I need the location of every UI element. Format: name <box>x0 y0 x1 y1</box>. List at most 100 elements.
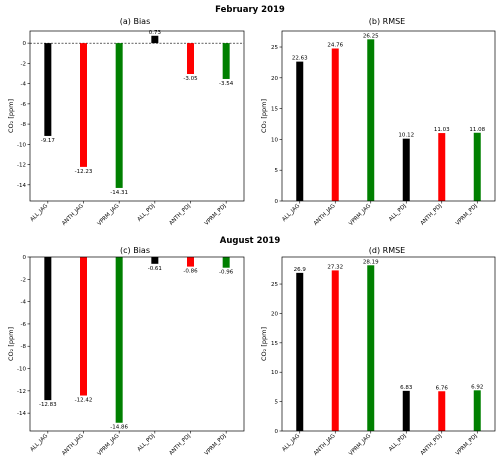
x-tick-label: ALL_PDJ <box>137 203 157 223</box>
bar-all-pdj <box>402 390 410 431</box>
y-tick-label: -6 <box>21 322 27 328</box>
x-tick-label: ALL_JAG <box>281 203 301 223</box>
bar-vprm-pdj <box>473 132 481 201</box>
bar-value-label: -14.31 <box>110 190 128 196</box>
bar-value-label: 0.73 <box>149 30 162 36</box>
x-tick-label: ANTH_PDJ <box>168 203 192 227</box>
x-tick-label: ALL_PDJ <box>137 433 157 453</box>
bar-value-label: 22.63 <box>292 56 308 62</box>
bar-value-label: -0.96 <box>219 270 234 276</box>
bar-anth-jag <box>331 270 339 431</box>
x-tick-label: VPRM_PDJ <box>204 433 228 457</box>
suptitle-august: August 2019 <box>220 236 281 246</box>
panel-a-bias: (a) Bias CO₂ [ppm] -9.17 ALL_JAG -12.23 ANT… <box>7 17 245 227</box>
bar-value-label: 24.76 <box>327 42 343 48</box>
y-tick-label: -8 <box>21 122 27 128</box>
y-tick-label: -4 <box>21 82 27 88</box>
bar-anth-pdj <box>438 391 446 431</box>
y-tick-label: -6 <box>21 102 27 108</box>
y-tick-label: 20 <box>271 311 278 317</box>
bar-all-pdj <box>151 35 159 44</box>
y-axis-label: CO₂ [ppm] <box>260 327 268 361</box>
y-axis-label: CO₂ [ppm] <box>260 99 268 133</box>
x-tick-label: ALL_JAG <box>29 203 49 223</box>
x-tick-label: VPRM_JAG <box>97 433 121 457</box>
y-tick-label: -4 <box>21 300 27 306</box>
y-tick-label: 20 <box>271 76 278 82</box>
bar-all-jag <box>296 272 304 431</box>
bar-value-label: -12.83 <box>39 402 57 408</box>
bar-all-pdj <box>402 138 410 201</box>
panel-title: (a) Bias <box>120 17 150 26</box>
panel-title: (d) RMSE <box>369 246 405 255</box>
bar-anth-jag <box>331 48 339 201</box>
bar-value-label: 10.12 <box>398 133 414 139</box>
x-tick-label: ALL_PDJ <box>388 203 408 223</box>
y-tick-label: -2 <box>21 61 26 67</box>
bar-value-label: 27.32 <box>327 264 343 270</box>
y-tick-label: 0 <box>275 199 279 205</box>
bar-value-label: 6.83 <box>400 385 413 391</box>
bar-vprm-jag <box>115 257 123 423</box>
x-tick-label: ANTH_JAG <box>313 433 337 457</box>
x-tick-label: ANTH_JAG <box>313 203 337 227</box>
y-axis-label: CO₂ [ppm] <box>7 327 15 361</box>
y-tick-label: -10 <box>17 142 26 148</box>
y-tick-label: 25 <box>271 45 278 51</box>
x-tick-label: ANTH_PDJ <box>420 203 444 227</box>
y-tick-label: 15 <box>271 107 278 113</box>
y-tick-label: 15 <box>271 341 278 347</box>
bar-value-label: 28.19 <box>363 259 379 265</box>
y-tick-label: 5 <box>275 400 279 406</box>
bar-value-label: -0.86 <box>183 269 198 275</box>
bar-all-jag <box>44 257 52 401</box>
bar-anth-pdj <box>187 257 194 267</box>
x-tick-label: ANTH_PDJ <box>420 433 444 457</box>
bar-value-label: -14.86 <box>110 425 128 431</box>
panel-d-rmse: (d) RMSE CO₂ [ppm] 26.9 ALL_JAG 27.32 ANTH_… <box>260 246 496 457</box>
bar-vprm-jag <box>115 43 123 188</box>
y-tick-label: 25 <box>271 282 278 288</box>
y-tick-label: -12 <box>17 389 26 395</box>
bar-all-jag <box>296 61 304 201</box>
y-axis-label: CO₂ [ppm] <box>7 99 15 133</box>
y-tick-label: 0 <box>275 429 279 435</box>
x-tick-label: ALL_JAG <box>281 433 301 453</box>
plot-frame <box>281 256 496 432</box>
y-tick-label: -14 <box>17 183 26 189</box>
bar-vprm-jag <box>367 39 375 201</box>
bar-value-label: 26.9 <box>294 267 307 273</box>
y-tick-label: -12 <box>17 163 26 169</box>
bar-vprm-pdj <box>222 43 230 79</box>
bar-value-label: 11.03 <box>434 127 450 133</box>
bar-value-label: 26.25 <box>363 33 379 39</box>
bar-value-label: 11.08 <box>469 127 485 133</box>
bar-vprm-pdj <box>473 390 481 431</box>
bar-vprm-pdj <box>222 257 230 268</box>
plot-frame <box>281 30 496 202</box>
x-tick-label: ANTH_PDJ <box>168 433 192 457</box>
x-tick-label: VPRM_PDJ <box>204 203 228 227</box>
y-tick-label: -14 <box>17 411 26 417</box>
bar-all-jag <box>44 43 52 136</box>
bar-value-label: 6.76 <box>436 385 449 391</box>
bar-anth-pdj <box>187 43 194 75</box>
bar-value-label: -12.23 <box>75 169 93 175</box>
x-tick-label: VPRM_PDJ <box>455 203 479 227</box>
panel-title: (b) RMSE <box>369 17 405 26</box>
x-tick-label: VPRM_PDJ <box>455 433 479 457</box>
suptitle-february: February 2019 <box>215 5 285 15</box>
y-tick-label: -10 <box>17 367 26 373</box>
y-tick-label: 0 <box>23 255 27 261</box>
bar-value-label: -0.61 <box>148 266 162 272</box>
bar-vprm-jag <box>367 265 375 431</box>
y-tick-label: 10 <box>271 370 278 376</box>
x-tick-label: VPRM_JAG <box>348 203 372 227</box>
bar-value-label: -3.54 <box>219 81 234 87</box>
y-tick-label: 10 <box>271 137 278 143</box>
y-tick-label: -2 <box>21 277 26 283</box>
x-tick-label: ANTH_JAG <box>61 203 85 227</box>
bar-value-label: 6.92 <box>471 384 483 390</box>
y-tick-label: 0 <box>23 41 27 47</box>
